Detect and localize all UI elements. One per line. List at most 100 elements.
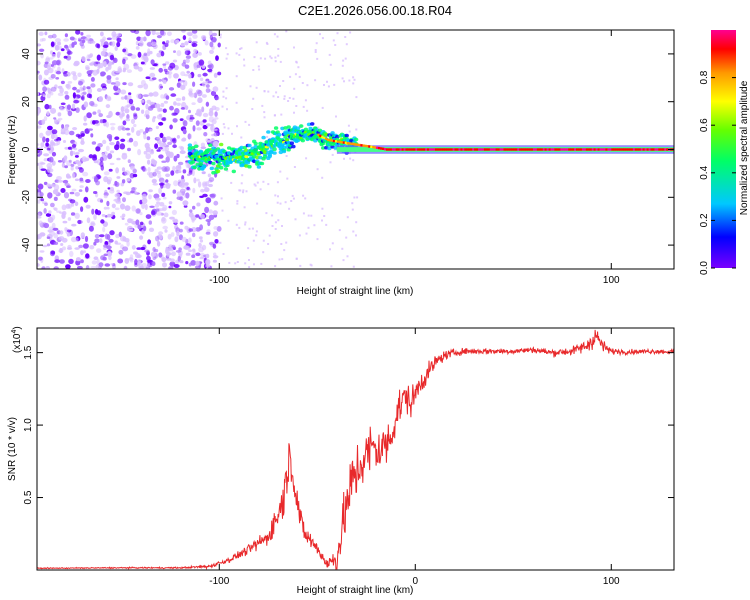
noise-blob	[53, 117, 57, 120]
noise-blob	[168, 201, 173, 205]
noise-blob	[98, 113, 103, 118]
noise-blob	[69, 250, 74, 257]
noise-blob	[195, 112, 199, 116]
noise-blob	[127, 159, 131, 164]
noise-speck	[260, 262, 263, 265]
noise-blob	[89, 101, 95, 106]
noise-blob	[135, 46, 140, 50]
noise-blob	[121, 217, 125, 220]
noise-speck	[310, 264, 313, 267]
noise-blob	[38, 256, 43, 261]
ridge-blob	[353, 137, 359, 142]
noise-blob	[139, 221, 144, 226]
noise-blob	[100, 50, 106, 57]
noise-blob	[70, 212, 76, 216]
line-core	[452, 148, 455, 151]
noise-blob	[75, 107, 80, 113]
noise-blob	[125, 127, 130, 131]
colorbar-tick-label: 0.6	[699, 118, 710, 132]
noise-blob	[213, 231, 219, 237]
noise-blob	[64, 44, 69, 49]
noise-blob	[172, 165, 176, 172]
noise-blob	[110, 82, 116, 85]
noise-speck	[331, 153, 334, 156]
noise-blob	[103, 253, 108, 257]
noise-blob	[158, 146, 163, 150]
noise-blob	[67, 217, 72, 221]
line-core	[597, 148, 600, 151]
noise-blob	[156, 35, 162, 39]
ridge-blob	[215, 169, 221, 174]
noise-blob	[50, 74, 56, 79]
noise-blob	[83, 101, 89, 108]
noise-blob	[164, 229, 168, 233]
noise-blob	[50, 50, 53, 55]
noise-speck	[236, 261, 239, 263]
noise-blob	[148, 189, 153, 193]
noise-blob	[45, 266, 50, 269]
noise-speck	[277, 54, 280, 57]
noise-blob	[57, 160, 63, 163]
line-core	[538, 148, 542, 151]
noise-speck	[219, 33, 222, 36]
noise-blob	[169, 216, 175, 220]
noise-blob	[123, 191, 129, 194]
noise-blob	[93, 160, 99, 164]
noise-blob	[78, 244, 84, 249]
noise-blob	[64, 91, 69, 95]
noise-blob	[179, 181, 185, 188]
noise-blob	[184, 105, 189, 110]
noise-blob	[115, 70, 121, 74]
noise-blob	[80, 232, 86, 239]
noise-blob	[44, 61, 49, 65]
noise-blob	[40, 162, 46, 165]
noise-blob	[61, 162, 65, 168]
noise-blob	[188, 88, 193, 93]
noise-blob	[176, 102, 181, 107]
noise-blob	[139, 235, 144, 240]
noise-speck	[314, 51, 317, 53]
noise-speck	[262, 180, 265, 183]
line-core	[472, 148, 475, 151]
noise-blob	[152, 247, 156, 252]
noise-blob	[55, 70, 62, 75]
noise-blob	[91, 260, 97, 265]
noise-blob	[174, 236, 179, 243]
noise-blob	[212, 38, 217, 43]
line-core	[534, 148, 538, 151]
noise-blob	[53, 241, 59, 245]
noise-blob	[43, 153, 50, 157]
noise-blob	[80, 130, 85, 138]
noise-blob	[201, 35, 207, 40]
noise-blob	[122, 236, 127, 242]
noise-blob	[181, 236, 187, 243]
noise-blob	[50, 41, 55, 47]
ridge-blob	[211, 151, 216, 156]
noise-blob	[46, 183, 51, 187]
noise-blob	[191, 30, 198, 34]
line-core	[658, 148, 661, 151]
noise-blob	[122, 69, 126, 73]
noise-blob	[103, 244, 108, 248]
noise-blob	[152, 171, 157, 177]
line-core	[628, 148, 632, 151]
noise-blob	[139, 129, 144, 133]
noise-blob	[136, 247, 142, 250]
noise-speck	[274, 114, 276, 117]
spectrogram-panel: -100 100 -40 -20 0 20 40 Height of straight li…	[7, 29, 675, 297]
line-core	[587, 148, 591, 151]
noise-blob	[71, 42, 75, 48]
noise-speck	[351, 208, 354, 211]
noise-blob	[189, 116, 195, 120]
noise-blob	[145, 30, 151, 37]
line-core	[530, 148, 534, 151]
noise-blob	[169, 62, 176, 69]
noise-blob	[201, 106, 205, 113]
noise-speck	[252, 239, 255, 242]
noise-blob	[59, 230, 64, 235]
noise-speck	[298, 75, 301, 78]
ridge-blob	[261, 135, 266, 140]
line-core	[617, 148, 620, 151]
noise-blob	[149, 128, 153, 132]
line-core	[378, 146, 381, 150]
